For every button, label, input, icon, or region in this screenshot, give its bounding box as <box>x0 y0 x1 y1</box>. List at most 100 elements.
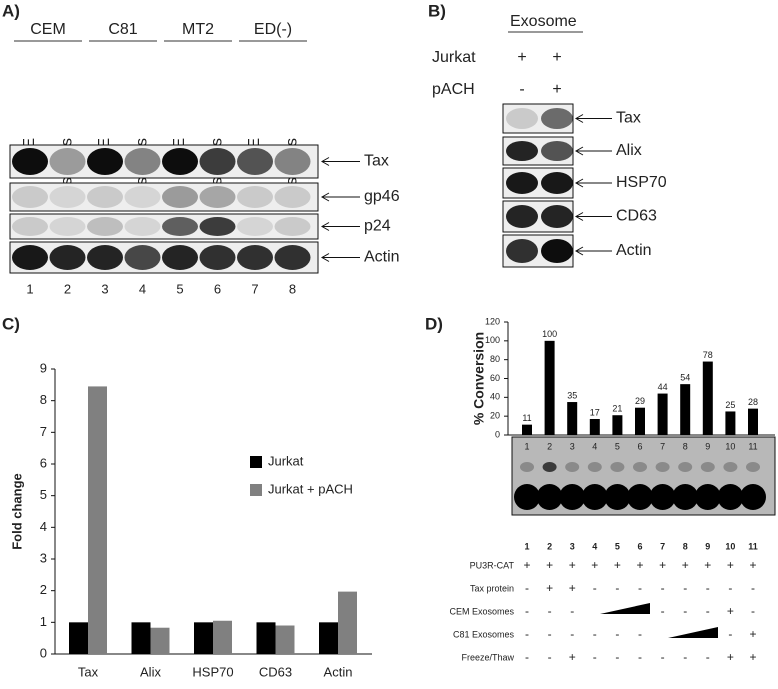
gel-spot <box>717 484 744 510</box>
cell: + <box>682 558 689 572</box>
bar <box>680 384 691 435</box>
value-label: 21 <box>612 404 622 414</box>
y-tick-label: 0 <box>495 429 500 439</box>
arrow-head <box>320 192 330 202</box>
band <box>162 245 198 270</box>
band <box>237 245 273 270</box>
band <box>87 217 123 236</box>
cell: - <box>661 581 665 595</box>
cell: + <box>727 650 734 664</box>
lane-number: 1 <box>524 541 529 551</box>
cell: - <box>525 627 529 641</box>
y-tick-label: 2 <box>40 582 47 597</box>
band <box>199 148 236 175</box>
band <box>124 148 161 175</box>
x-tick-label: Tax <box>78 664 99 679</box>
cell: - <box>548 604 552 618</box>
lane-number: 5 <box>176 281 183 296</box>
cell: + <box>552 81 561 98</box>
cell: - <box>548 627 552 641</box>
band <box>541 239 573 263</box>
band <box>49 217 86 236</box>
cell: - <box>519 81 524 98</box>
x-tick-label: CD63 <box>259 664 292 679</box>
cell: - <box>728 627 732 641</box>
cell: + <box>749 627 756 641</box>
row-label: C81 Exosomes <box>453 629 515 639</box>
lane-number: 9 <box>705 441 710 451</box>
band <box>506 239 538 263</box>
blot-label: gp46 <box>364 188 400 205</box>
gel-spot <box>559 484 586 510</box>
group-label: ED(-) <box>254 21 292 38</box>
lane-number: 4 <box>592 541 597 551</box>
value-label: 44 <box>658 382 668 392</box>
cell: + <box>749 558 756 572</box>
cell: + <box>727 558 734 572</box>
cell: - <box>593 627 597 641</box>
cell: + <box>552 49 561 66</box>
band <box>12 217 48 236</box>
lane-number: 5 <box>615 541 620 551</box>
band <box>12 148 48 175</box>
row-label: pACH <box>432 81 475 98</box>
band <box>49 148 86 175</box>
lane-number: 11 <box>748 541 758 551</box>
band <box>199 217 236 236</box>
bar <box>589 418 600 435</box>
cell: + <box>636 558 643 572</box>
gel-spot <box>565 462 580 472</box>
cell: - <box>751 581 755 595</box>
y-tick-label: 8 <box>40 392 47 407</box>
band <box>237 186 273 208</box>
cell: + <box>569 558 576 572</box>
lane-number: 3 <box>570 541 575 551</box>
group-label: CEM <box>30 21 66 38</box>
blot-label: p24 <box>364 218 391 235</box>
arrow-head <box>574 212 584 221</box>
cell: + <box>546 581 553 595</box>
lane-number: 10 <box>725 541 735 551</box>
bar <box>522 424 532 435</box>
gel-spot <box>655 462 670 472</box>
cell: - <box>593 650 597 664</box>
cell: - <box>615 650 619 664</box>
wedge <box>668 627 718 638</box>
gel-spot <box>581 484 608 510</box>
bar <box>69 622 88 654</box>
cell: - <box>615 627 619 641</box>
band <box>274 217 311 236</box>
band <box>506 172 538 194</box>
band <box>49 245 86 270</box>
band <box>87 148 123 175</box>
lane-number: 3 <box>570 441 575 451</box>
arrow-head <box>320 157 330 166</box>
gel-spot <box>604 484 631 510</box>
blot <box>9 182 319 212</box>
y-tick-label: 6 <box>40 455 47 470</box>
band <box>199 186 236 208</box>
blot-label: Tax <box>364 153 389 170</box>
gel-spot <box>610 462 625 472</box>
cell: - <box>706 604 710 618</box>
y-tick-label: 7 <box>40 424 47 439</box>
lane-number: 6 <box>214 281 221 296</box>
panel-label: D) <box>425 314 443 333</box>
band <box>12 245 48 270</box>
lane-number: 7 <box>251 281 258 296</box>
value-label: 54 <box>680 373 690 383</box>
cell: - <box>661 604 665 618</box>
cell: - <box>525 604 529 618</box>
band <box>162 217 198 236</box>
gel-spot <box>740 484 766 510</box>
lane-number: 2 <box>64 281 71 296</box>
y-tick-label: 60 <box>490 373 500 383</box>
arrow-head <box>574 178 584 188</box>
cell: + <box>523 558 530 572</box>
panel-label: C) <box>2 314 20 333</box>
gel-spot <box>627 484 653 510</box>
band <box>124 245 161 270</box>
gel-spot <box>672 484 699 510</box>
cell: - <box>570 604 574 618</box>
y-tick-label: 9 <box>40 360 47 375</box>
